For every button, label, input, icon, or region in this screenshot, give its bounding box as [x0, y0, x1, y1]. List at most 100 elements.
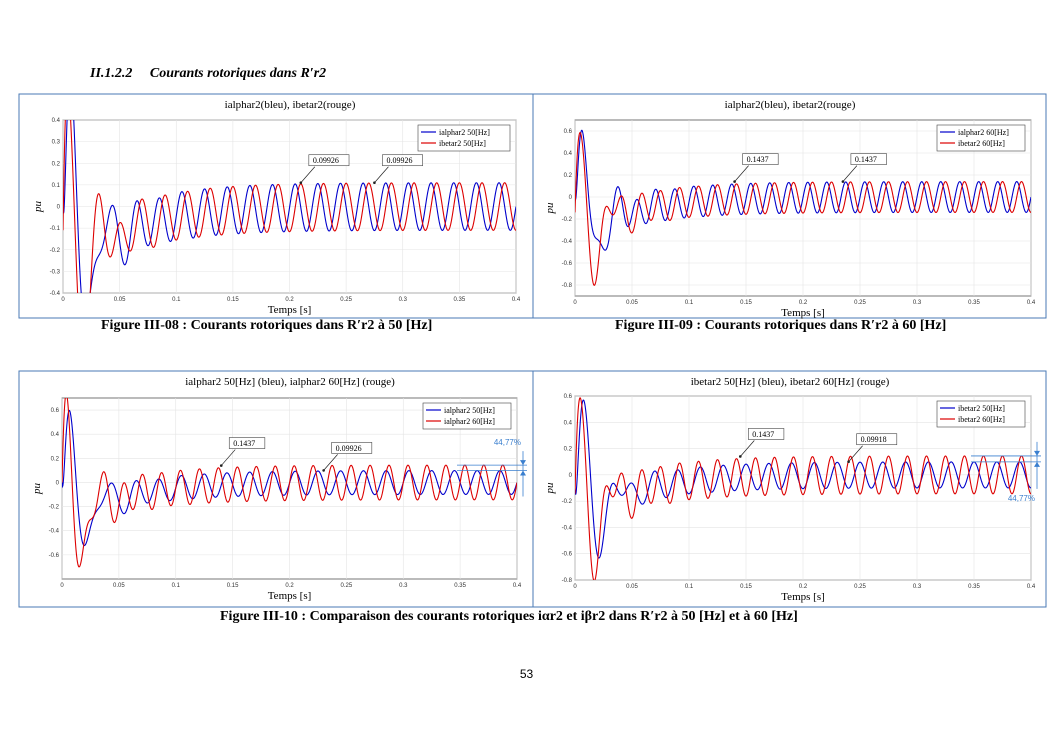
y-tick-label: -0.2	[49, 505, 60, 511]
annotation-box	[856, 433, 898, 446]
y-tick-label: -0.1	[50, 226, 61, 232]
plot-title: ialphar2(bleu), ibetar2(rouge)	[725, 99, 856, 111]
annotation-label: 0.09926	[313, 156, 339, 165]
x-tick-label: 0.15	[227, 297, 239, 303]
y-tick-label: -0.6	[562, 552, 573, 558]
annotation-point	[841, 180, 845, 183]
y-axis-label: pu	[544, 202, 556, 215]
arrow-head	[520, 460, 526, 466]
annotation-pointer	[374, 166, 389, 183]
x-axis-label: Temps [s]	[781, 307, 825, 319]
y-axis-label: pu	[32, 201, 44, 214]
x-tick-label: 0.1	[172, 297, 181, 303]
y-tick-label: 0.6	[564, 394, 573, 400]
y-tick-label: 0.2	[564, 173, 573, 179]
x-tick-label: 0.3	[399, 297, 408, 303]
x-tick-label: 0.35	[454, 297, 466, 303]
plot-title: ialphar2(bleu), ibetar2(rouge)	[225, 99, 356, 111]
y-tick-label: -0.6	[562, 261, 573, 267]
x-tick-label: 0.35	[454, 583, 466, 589]
x-tick-label: 0.25	[340, 297, 352, 303]
x-axis-label: Temps [s]	[268, 590, 312, 602]
legend	[936, 400, 1026, 428]
x-tick-label: 0.1	[685, 584, 694, 590]
y-tick-label: -0.6	[49, 553, 60, 559]
x-tick-label: 0.2	[285, 297, 294, 303]
arrow-head	[1034, 461, 1040, 467]
x-tick-label: 0.15	[740, 584, 752, 590]
x-tick-label: 0.25	[854, 584, 866, 590]
x-axis-label: Temps [s]	[268, 304, 312, 316]
y-tick-label: 0.6	[51, 408, 60, 414]
legend	[422, 402, 512, 430]
y-tick-label: -0.8	[562, 578, 573, 584]
section-heading: II.1.2.2 Courants rotoriques dans R′r2	[90, 66, 326, 82]
annotation-pointer	[740, 440, 755, 457]
y-tick-label: -0.4	[49, 529, 60, 535]
y-tick-label: 0.4	[52, 118, 61, 124]
legend-entry: ibetar2 50[Hz]	[439, 139, 486, 148]
annotation-pointer	[848, 445, 863, 462]
annotation-box	[747, 428, 785, 440]
y-tick-label: 0.4	[564, 420, 573, 426]
annotation-box	[331, 442, 373, 454]
y-axis-label: pu	[31, 483, 43, 496]
y-tick-label: 0	[569, 195, 573, 201]
annotation-pointer	[220, 449, 236, 466]
arrow-head	[1034, 450, 1040, 456]
y-tick-label: 0	[569, 473, 573, 479]
x-tick-label: 0.3	[913, 584, 922, 590]
annotation-pointer	[734, 165, 749, 182]
series-line	[575, 129, 1031, 251]
x-tick-label: 0.3	[913, 300, 922, 306]
series-line	[63, 120, 516, 293]
caption-fig08: Figure III-08 : Courants rotoriques dans…	[101, 318, 433, 333]
annotation-label: 0.1437	[233, 439, 255, 448]
caption-fig10: Figure III-10 : Comparaison des courants…	[220, 609, 798, 624]
x-tick-label: 0	[573, 584, 577, 590]
annotation-point	[739, 455, 742, 458]
page-number: 53	[519, 667, 534, 681]
legend	[417, 124, 511, 152]
series-line	[575, 131, 1031, 286]
x-tick-label: 0	[573, 300, 577, 306]
legend	[936, 124, 1026, 152]
plot-title: ialphar2 50[Hz] (bleu), ialphar2 60[Hz] …	[185, 376, 395, 388]
annotation-point	[733, 180, 736, 183]
series-line	[62, 398, 517, 568]
x-tick-label: 0	[60, 583, 64, 589]
y-tick-label: 0.4	[51, 432, 60, 438]
chart-p1: 0 0.05 0.1 0.15 0.2 0.25 0.3 0.35 0.4 0.4 0.3 0.2 0.…	[32, 99, 521, 316]
caption-fig09: Figure III-09 : Courants rotoriques dans…	[615, 318, 947, 333]
y-tick-label: -0.8	[562, 283, 573, 289]
annotation-point	[219, 464, 223, 467]
y-tick-label: 0	[56, 480, 60, 486]
section-number: II.1.2.2	[90, 66, 133, 81]
annotation-label: 0.09918	[861, 435, 887, 444]
y-tick-label: -0.2	[562, 499, 573, 505]
series-line	[575, 399, 1031, 559]
x-tick-label: 0.4	[513, 583, 522, 589]
difference-label: 44,77%	[494, 438, 521, 447]
legend-entry: ialphar2 50[Hz]	[439, 128, 490, 137]
x-tick-label: 0.25	[341, 583, 353, 589]
annotation-label: 0.1437	[752, 430, 774, 439]
annotation-label: 0.1437	[747, 155, 769, 164]
legend-entry: ibetar2 50[Hz]	[958, 404, 1005, 413]
x-tick-label: 0.35	[968, 584, 980, 590]
x-tick-label: 0.15	[227, 583, 239, 589]
annotation-box	[382, 154, 423, 167]
difference-label: 44,77%	[1008, 494, 1035, 503]
x-tick-label: 0.35	[968, 300, 980, 306]
legend-entry: ialphar2 50[Hz]	[444, 406, 495, 415]
legend-entry: ialphar2 60[Hz]	[444, 417, 495, 426]
annotation-pointer	[842, 165, 858, 182]
annotation-point	[847, 460, 850, 464]
series-line	[63, 120, 516, 293]
y-tick-label: 0.3	[52, 140, 61, 146]
chart-p4: 0 0.05 0.1 0.15 0.2 0.25 0.3 0.35 0.40.60.40.20-…	[544, 376, 1041, 603]
x-tick-label: 0.4	[1027, 584, 1036, 590]
x-tick-label: 0.1	[685, 300, 694, 306]
x-tick-label: 0.05	[113, 583, 125, 589]
legend-entry: ibetar2 60[Hz]	[958, 139, 1005, 148]
